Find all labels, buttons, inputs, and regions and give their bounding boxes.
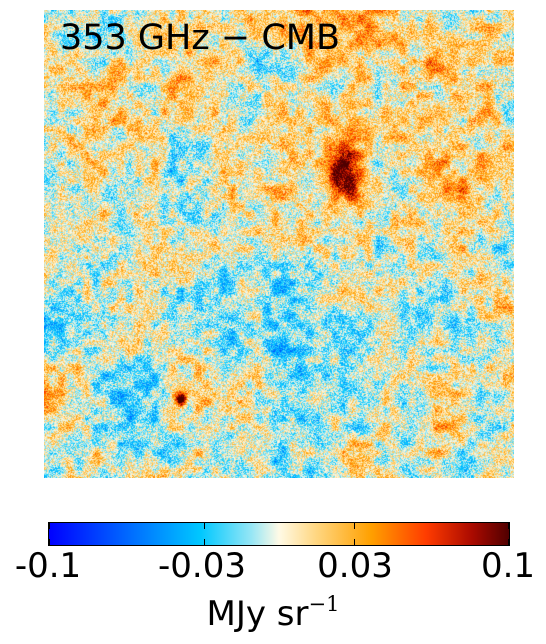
- colorbar-tick-label: 0.03: [317, 546, 393, 586]
- colorbar-tick: [204, 539, 205, 545]
- colorbar: [48, 522, 510, 546]
- colorbar-tick: [49, 539, 50, 545]
- colorbar-tick: [354, 539, 355, 545]
- unit-main: MJy sr: [206, 594, 309, 634]
- colorbar-tick-label: -0.03: [158, 546, 246, 586]
- colorbar-tick: [508, 523, 509, 529]
- colorbar-tick: [204, 523, 205, 529]
- unit-exponent: −1: [308, 592, 340, 616]
- colorbar-tick: [354, 523, 355, 529]
- colorbar-tick-label: 0.1: [480, 546, 536, 586]
- colorbar-tick-label: -0.1: [14, 546, 82, 586]
- colorbar-tick: [49, 523, 50, 529]
- colorbar-gradient: [49, 523, 509, 545]
- colorbar-tick: [508, 539, 509, 545]
- sky-map: [44, 10, 514, 478]
- colorbar-unit-label: MJy sr−1: [0, 592, 546, 634]
- map-title: 353 GHz − CMB: [60, 18, 340, 58]
- sky-map-image: [44, 10, 514, 478]
